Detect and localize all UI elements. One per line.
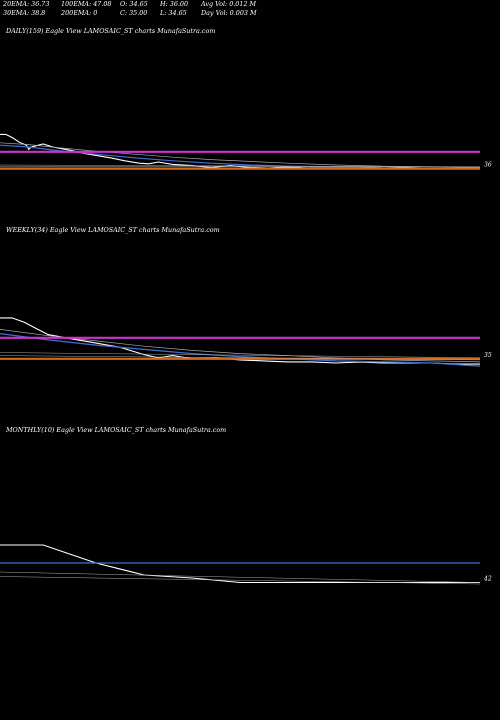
ema_fast-line-1 xyxy=(0,333,481,367)
daily-chart: 36 xyxy=(0,133,492,170)
open-readout: O: 34.65 xyxy=(120,0,148,8)
weekly-chart: 35 xyxy=(0,317,492,367)
price-tick-label: 35 xyxy=(484,352,492,359)
day-volume-readout: Day Vol: 0.003 M xyxy=(201,9,257,17)
ema200-readout: 200EMA: 0 xyxy=(61,9,98,17)
price-line-0 xyxy=(0,544,480,584)
low-readout: L: 34.65 xyxy=(160,9,187,17)
ema_slow-line-2 xyxy=(0,329,481,363)
weekly-panel-title: WEEKLY(34) Eagle View LAMOSAIC_ST charts… xyxy=(6,226,220,234)
reference-line-2 xyxy=(0,571,481,583)
ema_slow-line-2 xyxy=(0,142,481,168)
high-readout: H: 36.00 xyxy=(160,0,189,8)
monthly-panel-title: MONTHLY(10) Eagle View LAMOSAIC_ST chart… xyxy=(6,426,227,434)
avg-volume-readout: Avg Vol: 0.012 M xyxy=(201,0,257,8)
ema100-readout: 100EMA: 47.08 xyxy=(61,0,112,8)
reference-line-3 xyxy=(0,576,481,585)
price-tick-label: 36 xyxy=(484,162,492,169)
reference-line-6 xyxy=(0,352,481,359)
price-tick-label: 42 xyxy=(483,576,492,583)
daily-panel-title: DAILY(159) Eagle View LAMOSAIC_ST charts… xyxy=(6,27,216,35)
monthly-chart: 42 xyxy=(0,544,492,585)
ema20-readout: 20EMA: 36.73 xyxy=(3,0,50,8)
reference-line-5 xyxy=(0,355,481,361)
ema30-readout: 30EMA: 38.8 xyxy=(3,9,46,17)
close-readout: C: 35.00 xyxy=(120,9,148,17)
reference-line-6 xyxy=(0,164,481,168)
